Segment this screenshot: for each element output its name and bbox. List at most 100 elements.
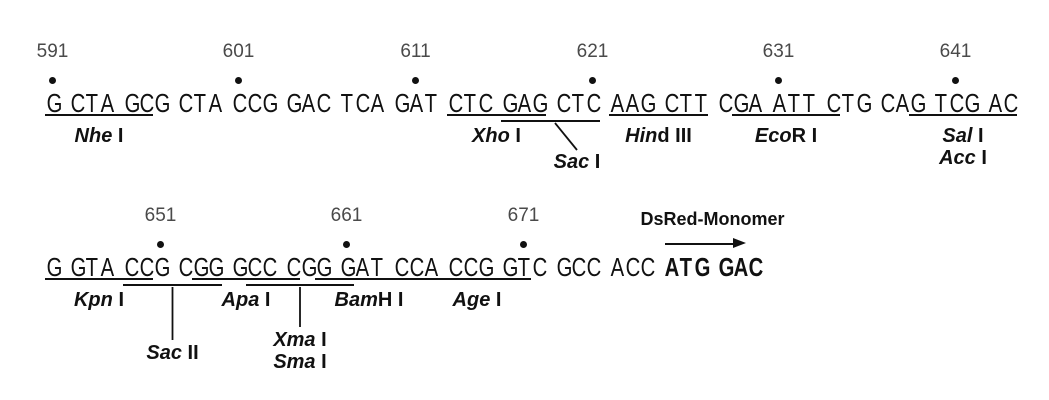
sequence-base: A (895, 88, 910, 118)
site-underline-ecor-i (732, 114, 840, 116)
sequence-base: A (517, 88, 532, 118)
sequence-base: C (532, 252, 548, 282)
sequence-base: A (748, 88, 763, 118)
sequence-base: C (178, 88, 194, 118)
sequence-base: C (232, 88, 248, 118)
enzyme-name-roman: I (259, 289, 271, 311)
sequence-base: A (100, 88, 115, 118)
site-underline-sac-ii (123, 284, 222, 286)
sequence-base: A (301, 88, 316, 118)
enzyme-name-italic: Sac (553, 151, 590, 173)
enzyme-name-italic: Xho (472, 125, 510, 147)
sequence-base: C (718, 88, 734, 118)
sequence-base: C (625, 252, 641, 282)
sequence-base: A (733, 252, 749, 282)
sequence-base: C (463, 252, 479, 282)
sequence-base: C (586, 88, 602, 118)
enzyme-name-italic: Sal (942, 125, 973, 147)
orf-arrow (665, 243, 733, 245)
site-label-sac-i: Sac I (554, 152, 601, 172)
position-dot (412, 76, 419, 84)
sequence-base: G (856, 88, 873, 118)
position-dot (952, 76, 959, 84)
enzyme-name-roman: I (490, 289, 502, 311)
position-dot (775, 76, 782, 84)
sequence-base: G (154, 88, 171, 118)
sequence-base: G (46, 88, 63, 118)
sequence-base: T (370, 252, 384, 282)
position-dot (520, 240, 527, 248)
sequence-base: T (787, 88, 801, 118)
site-underline-apa-i (192, 278, 300, 280)
site-underline-kpn-i (45, 278, 153, 280)
sequence-base: G (964, 88, 981, 118)
enzyme-name-roman: I (112, 289, 125, 311)
sequence-base: C (124, 252, 140, 282)
sequence-base: G (262, 88, 279, 118)
position-number: 621 (576, 41, 609, 62)
site-label-xma-i-2: Sma I (273, 352, 326, 372)
site-label-sal-i: Sal I (942, 126, 983, 146)
sequence-base: T (679, 88, 693, 118)
sequence-base: G (286, 88, 303, 118)
sequence-base: G (718, 252, 735, 282)
sequence-base: C (880, 88, 896, 118)
sequence-base: A (625, 88, 640, 118)
position-number: 671 (507, 205, 540, 226)
sequence-base: C (448, 88, 464, 118)
sequence-base: T (85, 252, 99, 282)
sequence-base: G (556, 252, 573, 282)
enzyme-name-italic: Eco (754, 125, 792, 147)
sequence-base: C (178, 252, 194, 282)
enzyme-name-roman: I (972, 125, 984, 147)
enzyme-name-roman: d III (657, 125, 692, 147)
sequence-base: A (610, 88, 625, 118)
sequence-base: T (802, 88, 816, 118)
enzyme-name-italic: Nhe (74, 125, 113, 147)
position-number: 641 (939, 41, 972, 62)
site-label-hind-iii: Hind III (625, 126, 692, 146)
sequence-base: T (193, 88, 207, 118)
position-dot (235, 76, 242, 84)
sequence-base: C (70, 88, 86, 118)
sequence-base: G (46, 252, 63, 282)
site-label-sac-ii: Sac II (146, 343, 198, 363)
sequence-base: G (316, 252, 333, 282)
enzyme-name-roman: I (315, 351, 327, 373)
enzyme-name-italic: Sac (146, 342, 182, 364)
position-number: 631 (762, 41, 795, 62)
enzyme-name-roman: I (112, 125, 124, 147)
enzyme-name-italic: Age (452, 289, 491, 311)
site-label-apa-i: Apa I (222, 290, 271, 310)
sequence-base: T (463, 88, 477, 118)
enzyme-name-roman: H I (377, 289, 404, 311)
orf-arrow-head (733, 238, 746, 248)
position-number: 591 (36, 41, 69, 62)
site-underline-xma-i (246, 284, 354, 286)
orf-label: DsRed-Monomer (640, 209, 785, 229)
site-underline-bamh-i (315, 278, 423, 280)
site-underline-hind-iii (609, 114, 708, 116)
enzyme-name-italic: Bam (334, 289, 378, 311)
sequence-base: C (247, 88, 263, 118)
site-underline-sac-i (501, 120, 600, 122)
sequence-base: C (748, 252, 764, 282)
sequence-base: T (571, 88, 585, 118)
sequence-base: T (340, 88, 354, 118)
site-underline-nhe-i (45, 114, 153, 116)
enzyme-name-roman: I (975, 147, 987, 169)
sequence-base: G (154, 252, 171, 282)
sequence-base: G (124, 88, 141, 118)
sequence-base: T (424, 88, 438, 118)
position-dot (589, 76, 596, 84)
sequence-base: T (85, 88, 99, 118)
sequence-base: G (70, 252, 87, 282)
sequence-base: G (694, 252, 711, 282)
site-label-bamh-i: BamH I (335, 290, 404, 310)
sequence-base: G (394, 88, 411, 118)
sequence-base: T (517, 252, 531, 282)
sequence-base: G (733, 88, 750, 118)
sequence-base: A (409, 88, 424, 118)
position-number: 601 (222, 41, 255, 62)
